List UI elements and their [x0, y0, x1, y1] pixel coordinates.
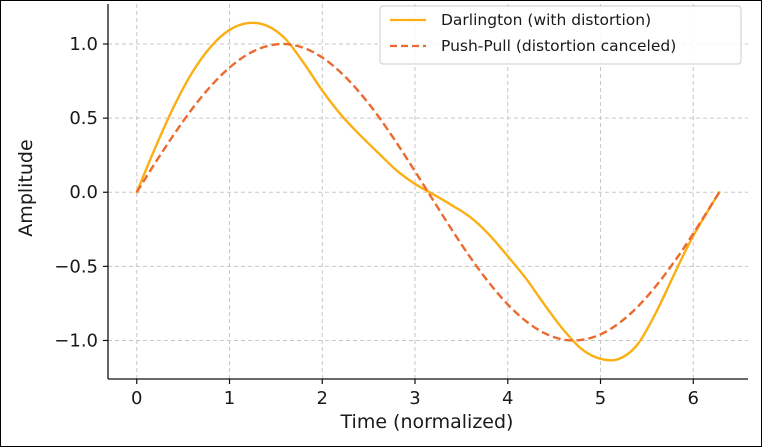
x-tick-label: 5 [595, 388, 606, 409]
x-tick-label: 4 [502, 388, 513, 409]
y-tick-label: 1.0 [69, 34, 98, 55]
series-line-darlington [135, 21, 721, 362]
x-tick-label: 3 [409, 388, 420, 409]
axes [107, 4, 748, 380]
y-tick-label: 0.0 [69, 182, 98, 203]
series-line-push-pull [135, 42, 721, 342]
y-tick-label: −1.0 [54, 330, 98, 351]
y-axis-label: Amplitude [15, 139, 37, 236]
y-tick-label: −0.5 [54, 256, 98, 277]
legend-label-darlington: Darlington (with distortion) [441, 11, 651, 29]
x-tick-label: 0 [131, 388, 142, 409]
legend: Darlington (with distortion) Push-Pull (… [379, 5, 742, 65]
x-tick-label: 6 [688, 388, 699, 409]
x-tick-label: 2 [317, 388, 328, 409]
x-axis-label: Time (normalized) [340, 411, 514, 433]
series-group [135, 21, 721, 362]
x-ticks: 0 1 2 3 4 5 6 [131, 379, 699, 409]
x-tick-label: 1 [224, 388, 235, 409]
legend-label-push-pull: Push-Pull (distortion canceled) [441, 37, 676, 55]
y-ticks: −1.0 −0.5 0.0 0.5 1.0 [54, 34, 108, 351]
y-tick-label: 0.5 [69, 108, 98, 129]
legend-box [379, 5, 742, 65]
